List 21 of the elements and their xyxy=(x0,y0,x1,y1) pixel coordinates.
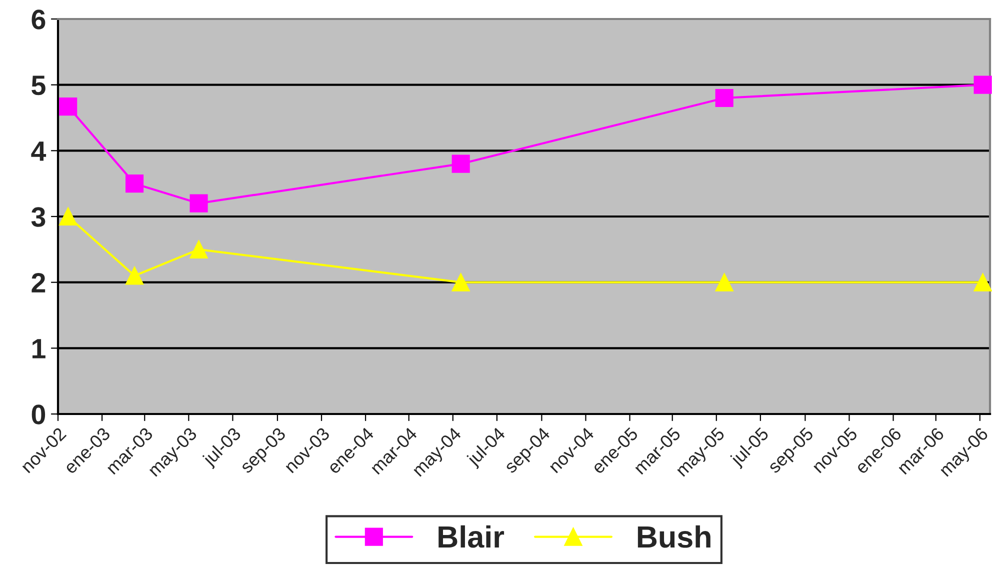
point xyxy=(715,273,734,292)
legend-label: Blair xyxy=(438,525,504,548)
y-tick-label: 3 xyxy=(31,207,46,227)
y-tick-label: 4 xyxy=(31,142,46,161)
point xyxy=(974,76,992,94)
y-tick-label: 2 xyxy=(32,273,46,292)
legend-label: Bush xyxy=(638,525,710,548)
point xyxy=(59,98,78,116)
point xyxy=(190,240,208,258)
y-tick-label: 0 xyxy=(32,404,46,424)
point xyxy=(125,266,144,285)
point xyxy=(452,154,470,173)
y-tick-label: 6 xyxy=(32,10,46,30)
point xyxy=(59,207,78,226)
point xyxy=(125,174,144,193)
y-tick-label: 5 xyxy=(32,76,46,96)
point xyxy=(715,88,734,108)
point xyxy=(974,273,992,292)
point xyxy=(190,194,208,212)
y-tick-label: 1 xyxy=(32,339,46,358)
point xyxy=(452,273,470,292)
